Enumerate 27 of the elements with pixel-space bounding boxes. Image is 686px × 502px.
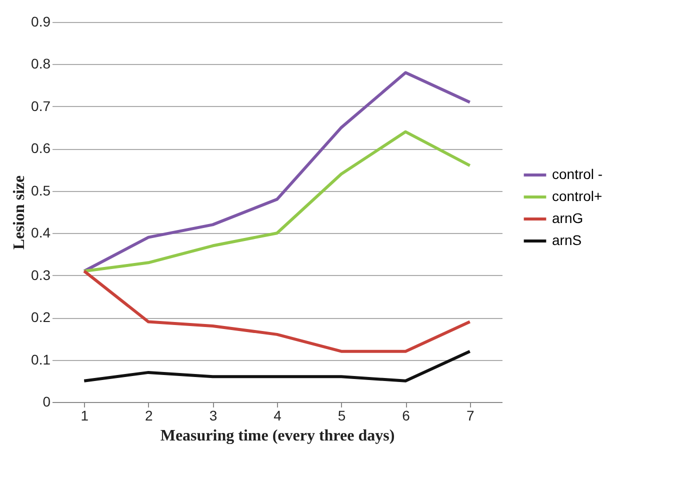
x-tick-label: 3 <box>209 408 218 424</box>
y-tick-label: 0.5 <box>31 182 51 198</box>
x-tick-label: 5 <box>338 408 346 424</box>
x-tick-label: 7 <box>466 408 474 424</box>
x-axis-title: Measuring time (every three days) <box>160 428 395 444</box>
y-tick-label: 0.8 <box>31 56 51 72</box>
line-series <box>82 130 472 273</box>
x-tick-label: 1 <box>80 408 89 424</box>
y-tick-label: 0.4 <box>31 224 51 241</box>
legend-label: control - <box>552 166 603 182</box>
y-axis-title: Lesion size <box>11 175 28 250</box>
y-tick-label: 0.6 <box>31 140 51 156</box>
legend-label: control+ <box>552 188 602 204</box>
line-series <box>82 71 472 273</box>
x-tick-label: 6 <box>402 408 410 424</box>
x-tick-label: 2 <box>145 408 154 424</box>
x-tick-label: 4 <box>274 408 282 424</box>
legend-label: arnG <box>552 210 584 226</box>
line-series <box>82 270 472 353</box>
y-tick-label: 0.9 <box>31 14 51 30</box>
legend-label: arnS <box>552 232 582 248</box>
line-series <box>82 350 472 382</box>
y-tick-label: 0.2 <box>31 309 51 326</box>
y-tick-label: 0.7 <box>31 98 51 114</box>
y-tick-label: 0 <box>42 394 51 410</box>
y-tick-label: 0.3 <box>31 266 51 283</box>
y-tick-label: 0.1 <box>31 351 51 368</box>
